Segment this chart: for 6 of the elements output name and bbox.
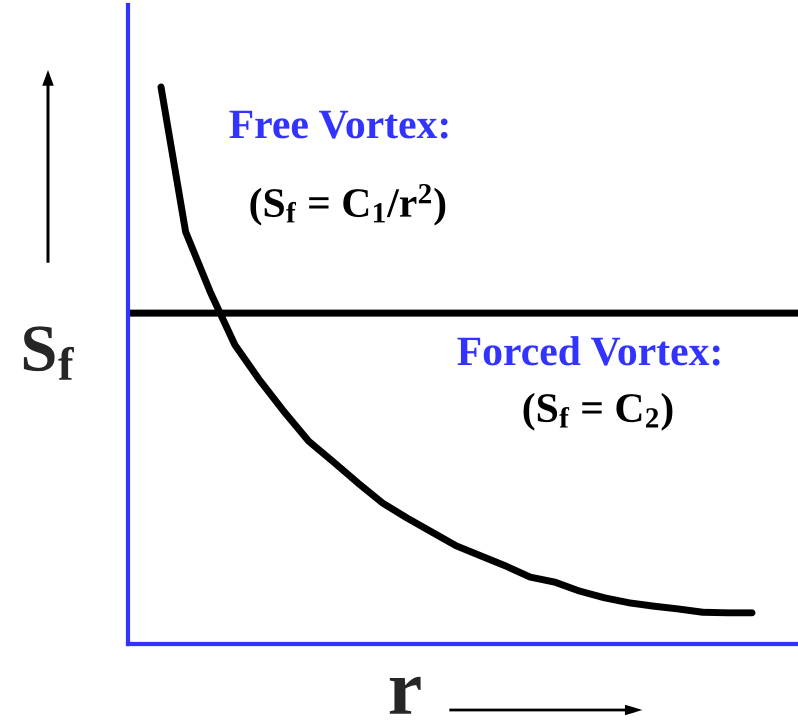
annotation: Forced Vortex: <box>457 336 720 366</box>
y-axis-title: S$_{f}$ <box>24 326 74 380</box>
x-axis-title: r <box>390 676 421 714</box>
annotation: (S$_{f}$ = C$_{1}$/r$^{2}$) <box>250 184 446 226</box>
annotation: (S$_{f}$ = C$_{2}$) <box>524 392 672 431</box>
annotation: Free Vortex: <box>229 110 448 139</box>
